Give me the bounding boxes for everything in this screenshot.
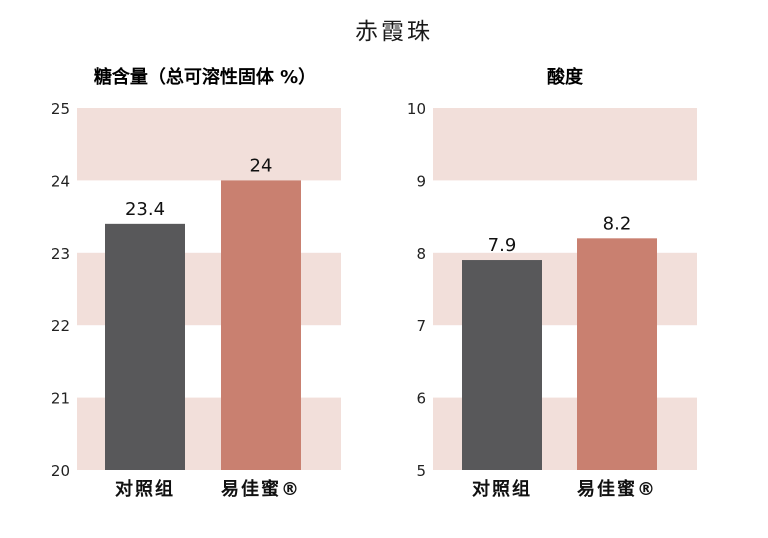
bar-control <box>462 260 542 470</box>
bar-control <box>105 223 185 470</box>
chart-title-sugar: 糖含量（总可溶性固体 %） <box>94 66 316 88</box>
y-tick-label: 7 <box>416 317 426 335</box>
category-label: 易佳蜜® <box>577 478 657 500</box>
background-band <box>433 108 697 181</box>
y-tick-label: 10 <box>407 100 426 118</box>
y-tick-label: 23 <box>51 245 70 263</box>
category-label: 对照组 <box>472 478 532 500</box>
background-band <box>77 108 341 181</box>
data-label: 24 <box>250 155 273 176</box>
bar-treatment <box>221 180 301 470</box>
chart-title-acidity: 酸度 <box>547 66 584 88</box>
y-tick-label: 20 <box>51 462 70 480</box>
category-label: 易佳蜜® <box>221 478 301 500</box>
y-tick-label: 8 <box>416 245 426 263</box>
data-label: 7.9 <box>488 235 517 256</box>
data-label: 23.4 <box>125 199 165 220</box>
y-tick-label: 5 <box>416 462 426 480</box>
chart-acidity: 酸度 5 6 7 8 9 10 7.9 对照组 8.2 易佳蜜® <box>407 66 697 500</box>
category-label: 对照组 <box>115 478 175 500</box>
bar-treatment <box>577 238 657 470</box>
main-title: 赤霞珠 <box>355 19 433 45</box>
chart-sugar: 糖含量（总可溶性固体 %） 20 21 22 23 24 25 23.4 对照组 24 易佳蜜® <box>51 66 341 500</box>
y-tick-label: 22 <box>51 317 70 335</box>
y-tick-label: 9 <box>416 172 426 190</box>
data-label: 8.2 <box>603 213 632 234</box>
y-tick-label: 21 <box>51 390 70 408</box>
y-tick-label: 24 <box>51 172 70 190</box>
y-tick-label: 6 <box>416 390 426 408</box>
y-tick-label: 25 <box>51 100 70 118</box>
